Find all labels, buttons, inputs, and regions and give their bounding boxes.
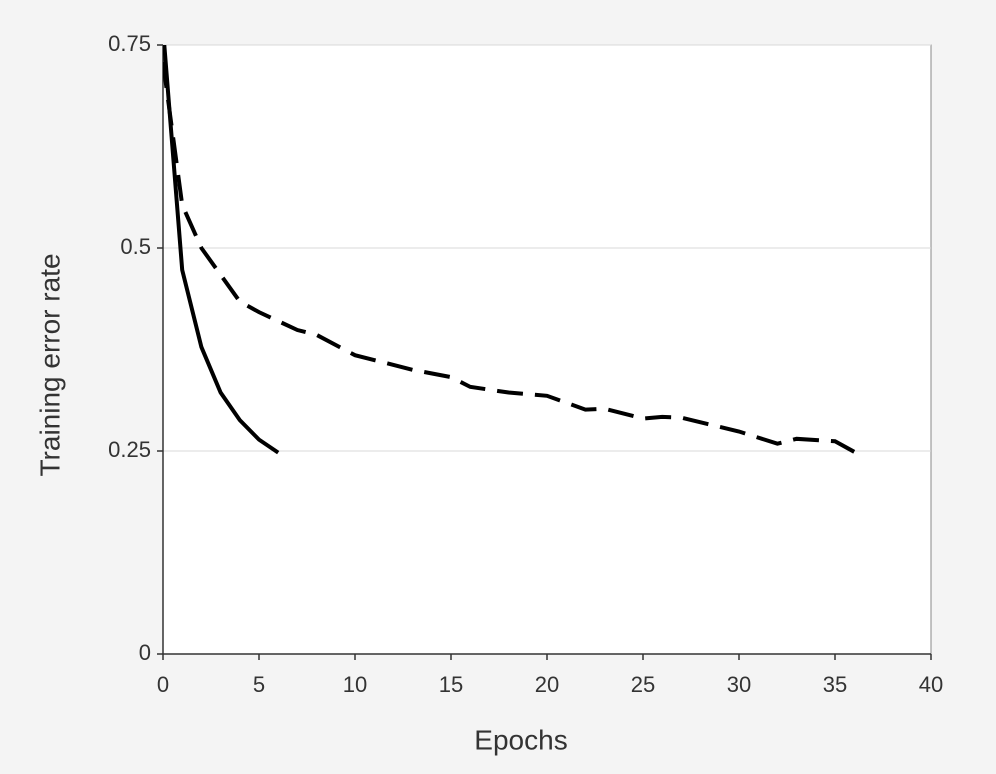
- series-line: [163, 61, 856, 454]
- y-tick-label: 0.5: [120, 234, 151, 259]
- x-tick-label: 40: [919, 672, 943, 697]
- series-line: [163, 45, 280, 455]
- x-tick-label: 5: [253, 672, 265, 697]
- y-axis-title: Training error rate: [34, 253, 65, 476]
- x-tick-label: 25: [631, 672, 655, 697]
- x-tick-label: 20: [535, 672, 559, 697]
- x-tick-label: 0: [157, 672, 169, 697]
- x-tick-label: 30: [727, 672, 751, 697]
- x-axis-title: Epochs: [474, 724, 567, 755]
- y-tick-label: 0.25: [108, 437, 151, 462]
- y-tick-label: 0.75: [108, 31, 151, 56]
- y-tick-label: 0: [139, 640, 151, 665]
- x-tick-label: 15: [439, 672, 463, 697]
- plot-area: [162, 44, 932, 655]
- x-tick-label: 10: [343, 672, 367, 697]
- x-tick-label: 35: [823, 672, 847, 697]
